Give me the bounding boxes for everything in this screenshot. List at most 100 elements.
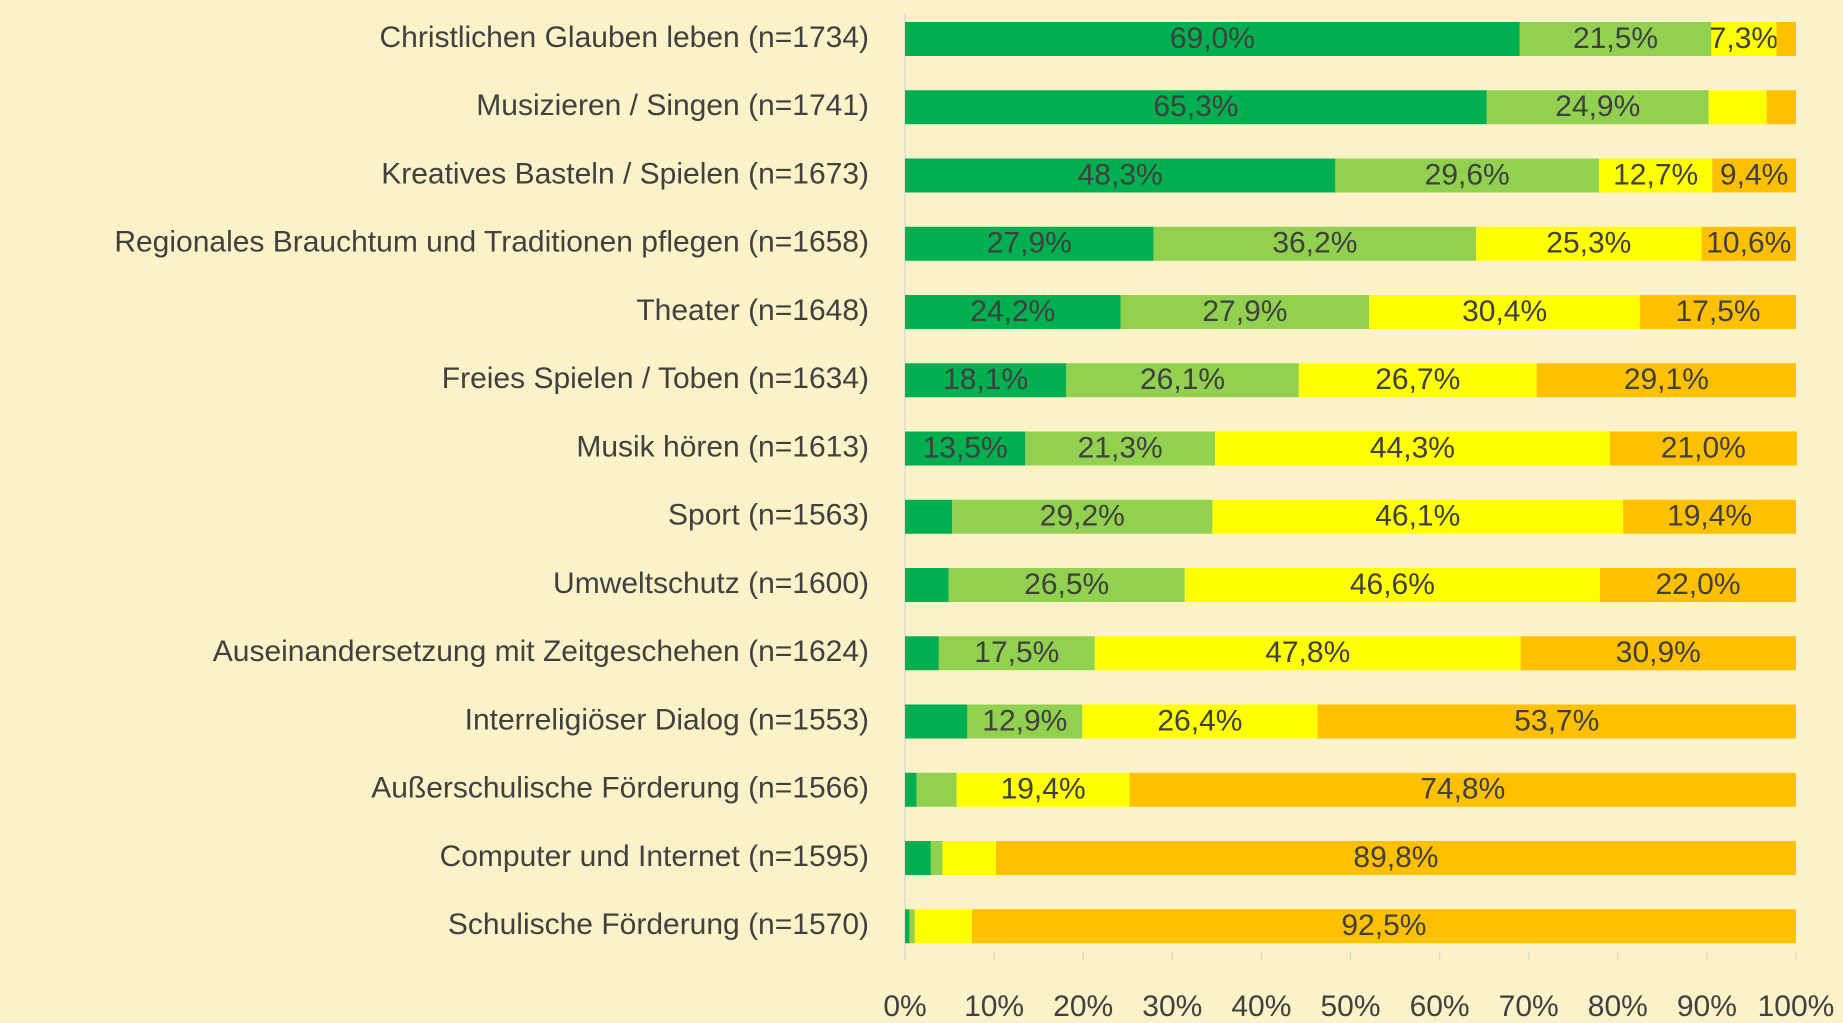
data-label: 13,5%	[923, 431, 1008, 464]
bar-segment	[948, 568, 1185, 602]
data-label: 74,8%	[1420, 773, 1505, 806]
data-label: 46,1%	[1375, 500, 1460, 533]
bar-segment	[1766, 90, 1796, 125]
data-label: 12,7%	[1613, 158, 1698, 191]
bar-segment	[905, 295, 1121, 329]
data-label: 27,9%	[987, 227, 1072, 260]
bar-segment	[1708, 90, 1767, 125]
data-label: 69,0%	[1170, 22, 1255, 55]
data-label: 27,9%	[1202, 295, 1287, 328]
x-tick-label: 50%	[1320, 990, 1380, 1023]
bar-segment	[905, 704, 968, 739]
data-label: 48,3%	[1078, 158, 1163, 191]
y-tick-label: Freies Spielen / Toben (n=1634)	[442, 362, 869, 395]
bar-segment	[938, 636, 1095, 671]
bar-segment	[909, 909, 915, 944]
bar-segment	[956, 772, 1130, 807]
data-label: 24,2%	[970, 295, 1055, 328]
data-label: 36,2%	[1272, 227, 1357, 260]
y-tick-label: Schulische Förderung (n=1570)	[448, 908, 869, 941]
bar-segment	[914, 909, 972, 944]
bar-segment	[1599, 158, 1713, 193]
bar-segment	[905, 226, 1154, 261]
data-label: 29,1%	[1624, 363, 1709, 396]
data-label: 53,7%	[1514, 704, 1599, 737]
y-tick-label: Sport (n=1563)	[668, 499, 869, 532]
bar-segment	[995, 841, 1796, 875]
data-label: 7,3%	[1710, 22, 1778, 55]
y-tick-label: Computer und Internet (n=1595)	[440, 840, 869, 873]
bar-segment	[905, 636, 939, 671]
bar-segment	[1640, 295, 1796, 329]
bar-segment	[1120, 295, 1370, 329]
y-tick-label: Interreligiöser Dialog (n=1553)	[465, 703, 869, 736]
data-label: 30,9%	[1616, 636, 1701, 669]
bar-segment	[930, 841, 943, 875]
data-label: 9,4%	[1720, 158, 1788, 191]
data-label: 21,3%	[1078, 431, 1163, 464]
y-tick-label: Musik hören (n=1613)	[576, 430, 869, 463]
bar-segment	[1536, 363, 1796, 398]
data-label: 17,5%	[1675, 295, 1760, 328]
bar-segment	[1712, 158, 1796, 193]
bar-segment	[1701, 226, 1796, 261]
data-label: 26,5%	[1024, 568, 1109, 601]
x-tick-label: 10%	[964, 990, 1024, 1023]
x-tick-label: 60%	[1410, 990, 1470, 1023]
data-label: 65,3%	[1153, 90, 1238, 123]
data-label: 26,1%	[1140, 363, 1225, 396]
bar-segment	[1184, 568, 1600, 602]
bar-segment	[952, 499, 1213, 534]
y-tick-label: Umweltschutz (n=1600)	[553, 567, 869, 600]
y-tick-label: Theater (n=1648)	[636, 294, 869, 327]
data-label: 24,9%	[1555, 90, 1640, 123]
bar-segment	[916, 772, 957, 807]
bar-segment	[905, 909, 910, 944]
data-label: 29,6%	[1425, 158, 1510, 191]
bar-segment	[905, 499, 953, 534]
x-tick-label: 0%	[883, 990, 926, 1023]
bar-segment	[905, 158, 1336, 193]
data-label: 89,8%	[1353, 841, 1438, 874]
bar-segment	[1599, 568, 1796, 602]
bar-segment	[967, 704, 1083, 739]
bar-segment	[971, 909, 1796, 944]
y-tick-label: Außerschulische Förderung (n=1566)	[371, 772, 869, 805]
bar-segment	[942, 841, 996, 875]
data-label: 17,5%	[974, 636, 1059, 669]
bar-segment	[1094, 636, 1521, 671]
data-label: 22,0%	[1655, 568, 1740, 601]
bar-segment	[1335, 158, 1600, 193]
bar-segment	[1129, 772, 1796, 807]
bar-segment	[1369, 295, 1641, 329]
data-label: 25,3%	[1546, 227, 1631, 260]
bar-segment	[905, 363, 1067, 398]
bar-segment	[1153, 226, 1477, 261]
data-label: 10,6%	[1706, 227, 1791, 260]
bar-segment	[1476, 226, 1702, 261]
bar-segment	[1212, 499, 1624, 534]
data-label: 47,8%	[1265, 636, 1350, 669]
bar-segment	[1711, 22, 1777, 56]
y-tick-label: Auseinandersetzung mit Zeitgeschehen (n=…	[213, 635, 869, 668]
data-label: 46,6%	[1350, 568, 1435, 601]
bar-segment	[1066, 363, 1299, 398]
bar-segment	[1215, 431, 1610, 466]
y-tick-label: Regionales Brauchtum und Traditionen pfl…	[114, 226, 869, 259]
data-label: 19,4%	[1001, 773, 1086, 806]
data-label: 12,9%	[982, 704, 1067, 737]
data-label: 19,4%	[1667, 500, 1752, 533]
data-label: 92,5%	[1341, 909, 1426, 942]
x-tick-label: 30%	[1142, 990, 1202, 1023]
y-tick-label: Christlichen Glauben leben (n=1734)	[380, 21, 869, 54]
x-tick-label: 100%	[1758, 990, 1835, 1023]
y-tick-label: Kreatives Basteln / Spielen (n=1673)	[381, 157, 869, 190]
bar-segment	[1298, 363, 1537, 398]
bar-segment	[1025, 431, 1216, 466]
bar-segment	[1623, 499, 1796, 534]
x-tick-label: 80%	[1588, 990, 1648, 1023]
data-label: 26,4%	[1157, 704, 1242, 737]
data-label: 30,4%	[1462, 295, 1547, 328]
data-label: 44,3%	[1370, 431, 1455, 464]
